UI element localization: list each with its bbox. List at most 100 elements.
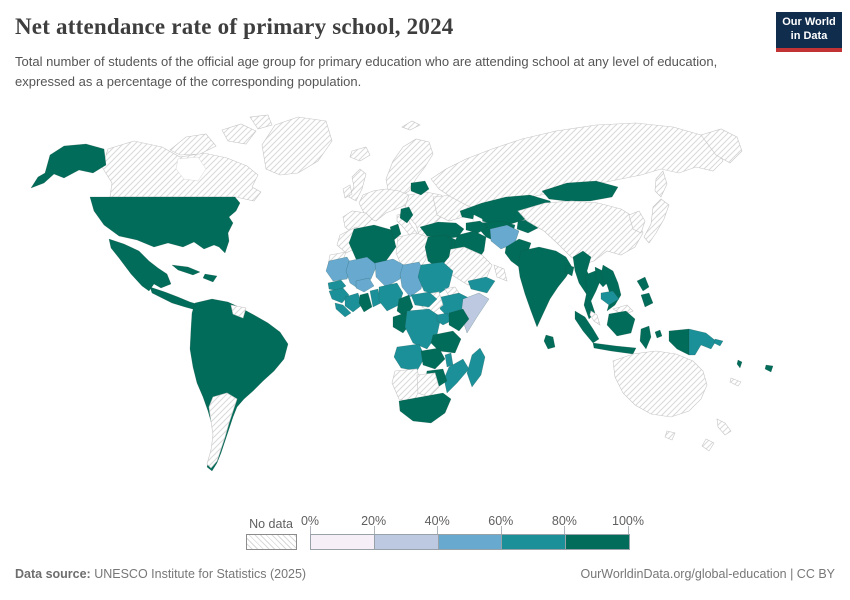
country-mongolia[interactable] — [542, 181, 618, 201]
country-indonesia-java[interactable] — [593, 343, 636, 354]
legend-bin-60-80[interactable] — [501, 535, 566, 549]
country-madagascar[interactable] — [467, 348, 485, 387]
legend-tick-label: 20% — [361, 514, 387, 528]
country-caucasus[interactable] — [466, 221, 488, 233]
country-malaysia-peninsula[interactable] — [590, 311, 600, 325]
legend-tick-label: 40% — [424, 514, 450, 528]
country-indonesia-kalimantan[interactable] — [607, 311, 635, 336]
country-vietnam[interactable] — [601, 265, 621, 311]
legend-tick — [628, 526, 629, 534]
data-source-value: UNESCO Institute for Statistics (2025) — [90, 567, 307, 581]
country-south-america[interactable] — [190, 299, 288, 471]
country-sierra-leone-liberia[interactable] — [335, 303, 351, 317]
country-japan[interactable] — [644, 199, 669, 243]
legend-bin-40-60[interactable] — [437, 535, 502, 549]
country-philippines-mindanao[interactable] — [641, 293, 653, 307]
data-source-note: Data source: UNESCO Institute for Statis… — [15, 567, 306, 581]
country-sri-lanka[interactable] — [544, 335, 555, 349]
country-indonesia-sulawesi[interactable] — [640, 326, 651, 349]
owid-logo[interactable]: Our World in Data — [776, 12, 842, 52]
country-philippines-luzon[interactable] — [637, 277, 649, 291]
country-burkina-faso[interactable] — [356, 278, 374, 292]
legend-tick — [564, 526, 566, 534]
country-oman[interactable] — [494, 265, 507, 281]
country-sakhalin[interactable] — [655, 171, 667, 197]
owid-logo-box: Our World in Data — [776, 12, 842, 48]
country-new-zealand-south[interactable] — [702, 439, 714, 451]
country-zambia[interactable] — [421, 348, 445, 369]
country-niger[interactable] — [375, 259, 404, 287]
country-angola[interactable] — [394, 344, 425, 371]
country-greenland[interactable] — [262, 117, 332, 175]
country-serbia[interactable] — [400, 207, 413, 223]
country-yemen[interactable] — [468, 277, 495, 293]
country-mauritania[interactable] — [326, 257, 353, 281]
country-china[interactable] — [518, 201, 643, 265]
country-russia-east[interactable] — [701, 129, 742, 163]
country-iceland[interactable] — [350, 147, 370, 161]
legend-tick-label: 80% — [551, 514, 577, 528]
country-ireland[interactable] — [343, 185, 352, 198]
country-belarus[interactable] — [411, 181, 429, 195]
country-india[interactable] — [518, 247, 572, 327]
country-tasmania[interactable] — [665, 431, 675, 440]
country-new-caledonia[interactable] — [730, 378, 741, 386]
country-new-zealand-north[interactable] — [717, 419, 731, 435]
country-mexico[interactable] — [109, 239, 171, 291]
country-tanzania[interactable] — [431, 331, 461, 353]
country-guyana[interactable] — [231, 305, 246, 318]
legend-no-data-label: No data — [249, 517, 293, 531]
country-indonesia-sumatra[interactable] — [575, 311, 599, 343]
country-indonesia-papua[interactable] — [669, 329, 689, 355]
country-fiji[interactable] — [765, 365, 773, 372]
country-australia[interactable] — [613, 351, 707, 417]
country-canada-arctic3[interactable] — [250, 115, 272, 129]
country-alaska[interactable] — [31, 144, 106, 188]
country-central-african-republic[interactable] — [411, 292, 437, 307]
country-papua-new-guinea[interactable] — [689, 329, 716, 355]
country-tunisia[interactable] — [390, 224, 401, 240]
country-canada-arctic1[interactable] — [170, 134, 216, 155]
country-scandinavia[interactable] — [386, 139, 433, 197]
legend-tick — [373, 526, 375, 534]
map-legend: No data 0% 20% 40% 60% 80% 100% — [0, 514, 850, 556]
country-cote-divoire[interactable] — [345, 293, 362, 312]
country-malawi[interactable] — [445, 353, 453, 367]
data-source-label: Data source: — [15, 567, 91, 581]
country-vanuatu[interactable] — [737, 360, 742, 368]
legend-bin-80-100[interactable] — [565, 535, 629, 549]
country-united-kingdom[interactable] — [349, 169, 366, 201]
country-kenya[interactable] — [449, 309, 469, 331]
country-canada-arctic2[interactable] — [222, 124, 256, 144]
legend-bin-0-20[interactable] — [311, 535, 374, 549]
country-south-africa[interactable] — [399, 393, 451, 423]
owid-logo-line1: Our World — [782, 16, 836, 29]
country-solomon-islands[interactable] — [714, 339, 723, 346]
legend-color-bar — [310, 534, 630, 550]
country-korea[interactable] — [629, 211, 645, 233]
country-ghana[interactable] — [359, 293, 372, 312]
legend-tick-labels: 0% 20% 40% 60% 80% 100% — [301, 514, 644, 528]
country-uganda[interactable] — [437, 313, 451, 325]
legend-bin-20-40[interactable] — [373, 535, 438, 549]
footer-link[interactable]: OurWorldinData.org/global-education | CC… — [580, 567, 835, 581]
owid-logo-redbar — [776, 48, 842, 52]
country-bangladesh[interactable] — [565, 265, 574, 276]
chart-footer: Data source: UNESCO Institute for Statis… — [0, 564, 850, 588]
country-botswana[interactable] — [417, 373, 439, 397]
country-indonesia-maluku[interactable] — [655, 330, 662, 338]
country-cambodia[interactable] — [601, 291, 619, 305]
legend-no-data-swatch[interactable] — [246, 534, 297, 550]
hudson-bay — [176, 157, 206, 181]
page-title: Net attendance rate of primary school, 2… — [15, 14, 454, 39]
country-sudan[interactable] — [418, 262, 453, 295]
country-argentina[interactable] — [207, 393, 237, 468]
country-united-states[interactable] — [90, 197, 240, 253]
country-chad[interactable] — [400, 262, 425, 297]
country-svalbard[interactable] — [402, 121, 420, 130]
legend-tick — [437, 526, 439, 534]
country-turkey[interactable] — [420, 222, 464, 239]
country-cuba[interactable] — [172, 265, 200, 275]
country-dominican-republic[interactable] — [203, 274, 217, 282]
